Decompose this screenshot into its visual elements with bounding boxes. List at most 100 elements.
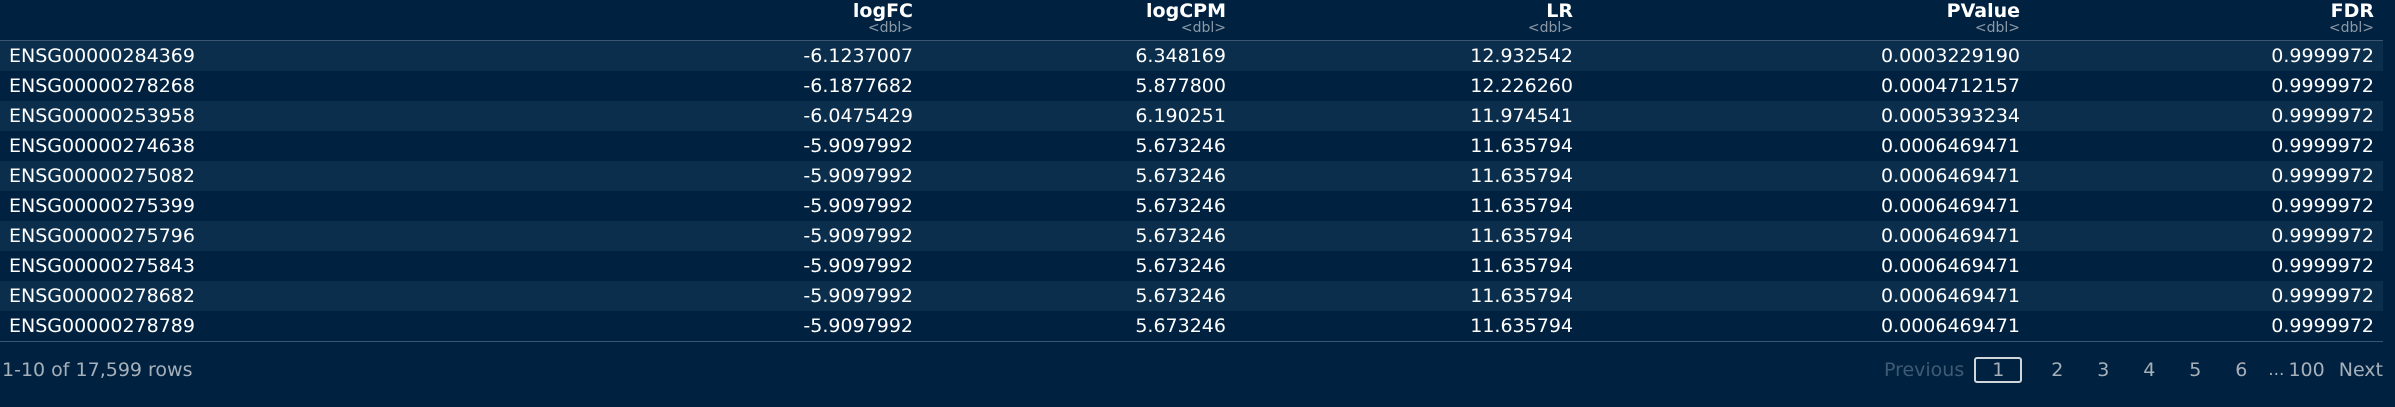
fdr-cell: 0.9999972 (2029, 131, 2383, 161)
logcpm-cell: 5.673246 (922, 191, 1235, 221)
column-header-rowname (0, 0, 225, 41)
data-table-container: logFC <dbl> logCPM <dbl> LR <dbl> PValue… (0, 0, 2383, 342)
column-name: PValue (1946, 0, 2020, 22)
lr-cell: 11.974541 (1235, 101, 1582, 131)
page-button-2[interactable]: 2 (2051, 359, 2064, 381)
column-type: <dbl> (1180, 20, 1226, 36)
lr-cell: 11.635794 (1235, 161, 1582, 191)
fdr-cell: 0.9999972 (2029, 71, 2383, 101)
logfc-cell: -6.1237007 (225, 40, 922, 71)
fdr-cell: 0.9999972 (2029, 40, 2383, 71)
row-count-info: 1-10 of 17,599 rows (2, 359, 193, 381)
logcpm-cell: 5.673246 (922, 131, 1235, 161)
pvalue-cell: 0.0004712157 (1582, 71, 2029, 101)
row-name-cell: ENSG00000274638 (0, 131, 225, 161)
column-type: <dbl> (1974, 20, 2020, 36)
lr-cell: 11.635794 (1235, 311, 1582, 342)
column-header-logfc[interactable]: logFC <dbl> (225, 0, 922, 41)
pvalue-cell: 0.0006469471 (1582, 221, 2029, 251)
table-row: ENSG00000278682 -5.9097992 5.673246 11.6… (0, 281, 2383, 311)
fdr-cell: 0.9999972 (2029, 101, 2383, 131)
table-row: ENSG00000275796 -5.9097992 5.673246 11.6… (0, 221, 2383, 251)
row-name-cell: ENSG00000275843 (0, 251, 225, 281)
lr-cell: 11.635794 (1235, 191, 1582, 221)
data-table: logFC <dbl> logCPM <dbl> LR <dbl> PValue… (0, 0, 2383, 342)
table-row: ENSG00000275843 -5.9097992 5.673246 11.6… (0, 251, 2383, 281)
column-header-pvalue[interactable]: PValue <dbl> (1582, 0, 2029, 41)
next-page-button[interactable]: Next (2338, 359, 2383, 381)
row-name-cell: ENSG00000253958 (0, 101, 225, 131)
row-name-cell: ENSG00000284369 (0, 40, 225, 71)
pvalue-cell: 0.0006469471 (1582, 281, 2029, 311)
pagination-ellipsis: ... (2268, 360, 2285, 380)
column-type: <dbl> (1527, 20, 1573, 36)
column-header-logcpm[interactable]: logCPM <dbl> (922, 0, 1235, 41)
logfc-cell: -5.9097992 (225, 161, 922, 191)
row-name-cell: ENSG00000278268 (0, 71, 225, 101)
pvalue-cell: 0.0006469471 (1582, 311, 2029, 342)
table-row: ENSG00000278268 -6.1877682 5.877800 12.2… (0, 71, 2383, 101)
header-row: logFC <dbl> logCPM <dbl> LR <dbl> PValue… (0, 0, 2383, 41)
column-header-lr[interactable]: LR <dbl> (1235, 0, 1582, 41)
previous-page-button[interactable]: Previous (1883, 359, 1965, 381)
logcpm-cell: 5.673246 (922, 161, 1235, 191)
page-button-100[interactable]: 100 (2288, 359, 2325, 381)
page-button-5[interactable]: 5 (2189, 359, 2202, 381)
column-name: logFC (852, 0, 913, 22)
fdr-cell: 0.9999972 (2029, 221, 2383, 251)
table-footer: 1-10 of 17,599 rows Previous 1 2 3 4 5 6… (0, 355, 2383, 385)
pvalue-cell: 0.0006469471 (1582, 251, 2029, 281)
lr-cell: 12.932542 (1235, 40, 1582, 71)
logfc-cell: -6.1877682 (225, 71, 922, 101)
pagination: Previous 1 2 3 4 5 6 ... 100 Next (1884, 355, 2383, 385)
logcpm-cell: 5.673246 (922, 311, 1235, 342)
lr-cell: 11.635794 (1235, 251, 1582, 281)
table-row: ENSG00000275399 -5.9097992 5.673246 11.6… (0, 191, 2383, 221)
lr-cell: 11.635794 (1235, 221, 1582, 251)
pvalue-cell: 0.0006469471 (1582, 131, 2029, 161)
fdr-cell: 0.9999972 (2029, 311, 2383, 342)
table-row: ENSG00000284369 -6.1237007 6.348169 12.9… (0, 40, 2383, 71)
logfc-cell: -5.9097992 (225, 251, 922, 281)
logcpm-cell: 5.673246 (922, 251, 1235, 281)
page-button-3[interactable]: 3 (2097, 359, 2110, 381)
column-name (0, 0, 216, 1)
column-header-fdr[interactable]: FDR <dbl> (2029, 0, 2383, 41)
logfc-cell: -5.9097992 (225, 311, 922, 342)
row-name-cell: ENSG00000278682 (0, 281, 225, 311)
logcpm-cell: 5.673246 (922, 221, 1235, 251)
pvalue-cell: 0.0003229190 (1582, 40, 2029, 71)
lr-cell: 11.635794 (1235, 131, 1582, 161)
page-button-1[interactable]: 1 (1974, 357, 2023, 383)
table-row: ENSG00000253958 -6.0475429 6.190251 11.9… (0, 101, 2383, 131)
row-name-cell: ENSG00000275082 (0, 161, 225, 191)
logcpm-cell: 5.877800 (922, 71, 1235, 101)
table-row: ENSG00000274638 -5.9097992 5.673246 11.6… (0, 131, 2383, 161)
row-name-cell: ENSG00000275399 (0, 191, 225, 221)
logfc-cell: -5.9097992 (225, 281, 922, 311)
fdr-cell: 0.9999972 (2029, 191, 2383, 221)
logfc-cell: -6.0475429 (225, 101, 922, 131)
page-button-6[interactable]: 6 (2235, 359, 2248, 381)
row-name-cell: ENSG00000275796 (0, 221, 225, 251)
column-type: <dbl> (867, 20, 913, 36)
fdr-cell: 0.9999972 (2029, 251, 2383, 281)
page-button-4[interactable]: 4 (2143, 359, 2156, 381)
logcpm-cell: 6.190251 (922, 101, 1235, 131)
logfc-cell: -5.9097992 (225, 191, 922, 221)
table-body: ENSG00000284369 -6.1237007 6.348169 12.9… (0, 40, 2383, 342)
column-name: LR (1546, 0, 1573, 22)
column-name: FDR (2330, 0, 2374, 22)
table-header: logFC <dbl> logCPM <dbl> LR <dbl> PValue… (0, 0, 2383, 41)
lr-cell: 11.635794 (1235, 281, 1582, 311)
pvalue-cell: 0.0005393234 (1582, 101, 2029, 131)
fdr-cell: 0.9999972 (2029, 161, 2383, 191)
lr-cell: 12.226260 (1235, 71, 1582, 101)
logcpm-cell: 5.673246 (922, 281, 1235, 311)
table-row: ENSG00000278789 -5.9097992 5.673246 11.6… (0, 311, 2383, 342)
logfc-cell: -5.9097992 (225, 221, 922, 251)
column-name: logCPM (1146, 0, 1226, 22)
fdr-cell: 0.9999972 (2029, 281, 2383, 311)
table-row: ENSG00000275082 -5.9097992 5.673246 11.6… (0, 161, 2383, 191)
pvalue-cell: 0.0006469471 (1582, 161, 2029, 191)
